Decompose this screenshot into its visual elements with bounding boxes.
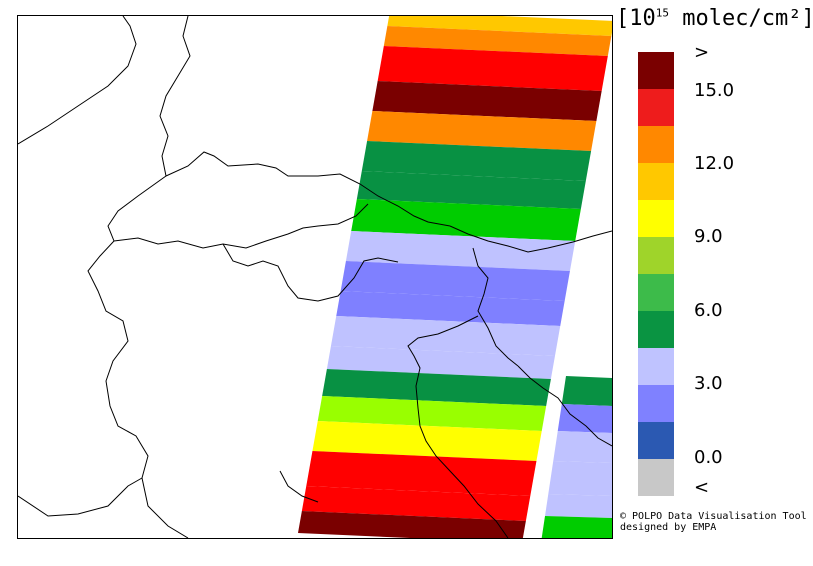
legend-tick-label: 12.0 [694, 153, 735, 174]
swath-band [367, 111, 597, 151]
swath-band [557, 404, 612, 433]
map-canvas[interactable] [18, 16, 612, 538]
legend-tick-label: 15.0 [694, 80, 735, 101]
legend-swatch [638, 459, 674, 496]
swath-band [317, 396, 547, 431]
credit-text: © POLPO Data Visualisation Tool designed… [620, 511, 807, 533]
legend-swatch [638, 126, 674, 163]
country-borders [18, 16, 612, 538]
legend-tick-label: 3.0 [694, 373, 723, 394]
swath-band [336, 291, 565, 326]
legend-title: [1015 molec/cm²] [616, 6, 813, 31]
legend-swatch [638, 52, 674, 89]
legend-tick-label: 6.0 [694, 300, 723, 321]
legend-tick-label: < [694, 477, 710, 498]
swath-band [561, 376, 612, 406]
coastline [517, 365, 612, 447]
swath-band [356, 171, 586, 209]
border-line [159, 16, 451, 227]
border-line [449, 225, 612, 253]
swath-band [340, 261, 570, 301]
border-line [18, 16, 137, 145]
legend-swatch [638, 200, 674, 237]
coastline [279, 470, 319, 503]
swath-band [326, 346, 555, 379]
swath-band [553, 431, 612, 463]
swath-band [545, 494, 612, 518]
satellite-swath [298, 16, 612, 538]
swath-band [345, 231, 576, 271]
swath-band [372, 81, 602, 121]
color-legend [638, 52, 674, 496]
swath-band [548, 461, 612, 496]
swath-band [330, 316, 561, 356]
legend-swatch [638, 422, 674, 459]
legend-tick-label: 0.0 [694, 447, 723, 468]
swath-band [306, 451, 537, 496]
legend-swatch [638, 163, 674, 200]
border-line [222, 243, 399, 302]
legend-swatch [638, 385, 674, 422]
border-line [472, 247, 519, 367]
swath-band [377, 46, 608, 91]
legend-tick-label: > [694, 42, 710, 63]
swath-band [298, 511, 526, 538]
swath-band [387, 16, 612, 36]
swath-band [322, 369, 551, 406]
map-panel[interactable] [17, 15, 613, 539]
legend-swatch [638, 348, 674, 385]
swath-band [541, 516, 612, 538]
swath-band [301, 486, 531, 521]
legend-tick-label: 9.0 [694, 226, 723, 247]
coastline [407, 315, 509, 538]
border-line [87, 175, 189, 538]
swath-band [361, 141, 592, 181]
legend-swatch [638, 274, 674, 311]
border-line [113, 203, 369, 249]
legend-swatch [638, 89, 674, 126]
legend-swatch [638, 237, 674, 274]
swath-band [383, 26, 612, 56]
swath-band [351, 199, 581, 241]
legend-swatch [638, 311, 674, 348]
swath-band [312, 421, 542, 461]
border-line [18, 477, 143, 517]
